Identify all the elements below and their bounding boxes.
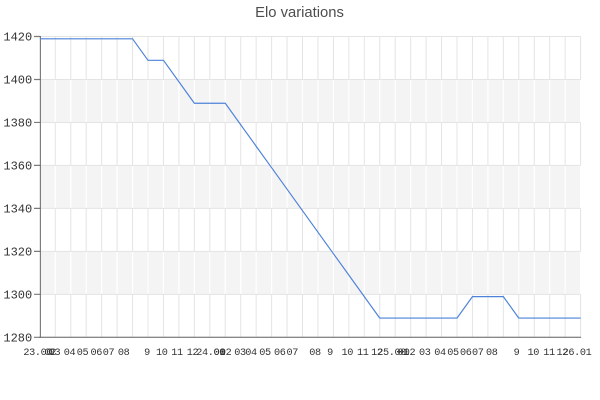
svg-text:05: 05 xyxy=(259,348,271,359)
svg-text:1380: 1380 xyxy=(3,116,32,130)
svg-text:05: 05 xyxy=(447,348,459,359)
svg-text:10: 10 xyxy=(156,348,168,359)
svg-text:06: 06 xyxy=(460,348,472,359)
svg-text:01: 01 xyxy=(398,348,410,359)
svg-text:1320: 1320 xyxy=(3,245,32,259)
svg-text:04: 04 xyxy=(64,348,76,359)
svg-text:07: 07 xyxy=(103,348,115,359)
svg-text:1400: 1400 xyxy=(3,73,32,87)
svg-text:02: 02 xyxy=(45,348,57,359)
svg-text:02: 02 xyxy=(220,348,232,359)
svg-text:10: 10 xyxy=(528,348,540,359)
svg-text:11: 11 xyxy=(171,348,183,359)
svg-text:06: 06 xyxy=(90,348,102,359)
svg-text:12: 12 xyxy=(187,348,199,359)
svg-text:9: 9 xyxy=(327,348,333,359)
svg-text:08: 08 xyxy=(118,348,130,359)
svg-text:06: 06 xyxy=(274,348,286,359)
svg-text:24.00: 24.00 xyxy=(196,348,225,359)
svg-text:9: 9 xyxy=(144,348,150,359)
svg-text:07: 07 xyxy=(472,348,484,359)
svg-text:1360: 1360 xyxy=(3,159,32,173)
svg-text:04: 04 xyxy=(245,348,257,359)
svg-text:26.01: 26.01 xyxy=(563,348,592,359)
svg-text:12: 12 xyxy=(557,348,569,359)
svg-text:03: 03 xyxy=(49,348,61,359)
svg-text:10: 10 xyxy=(342,348,354,359)
svg-text:1280: 1280 xyxy=(3,331,32,345)
svg-text:1300: 1300 xyxy=(3,288,32,302)
svg-text:9: 9 xyxy=(514,348,520,359)
svg-text:05: 05 xyxy=(77,348,89,359)
svg-text:08: 08 xyxy=(309,348,321,359)
svg-text:1340: 1340 xyxy=(3,202,32,216)
svg-text:11: 11 xyxy=(543,348,555,359)
svg-text:08: 08 xyxy=(486,348,498,359)
svg-text:04: 04 xyxy=(434,348,446,359)
svg-text:23.00: 23.00 xyxy=(23,348,52,359)
svg-text:01: 01 xyxy=(214,348,226,359)
svg-text:1420: 1420 xyxy=(3,31,32,45)
svg-text:03: 03 xyxy=(419,348,431,359)
svg-text:11: 11 xyxy=(357,348,369,359)
svg-text:25.00: 25.00 xyxy=(377,348,406,359)
svg-text:03: 03 xyxy=(234,348,246,359)
svg-text:12: 12 xyxy=(371,348,383,359)
svg-text:07: 07 xyxy=(287,348,299,359)
svg-text:Elo variations: Elo variations xyxy=(255,5,344,21)
svg-text:02: 02 xyxy=(404,348,416,359)
